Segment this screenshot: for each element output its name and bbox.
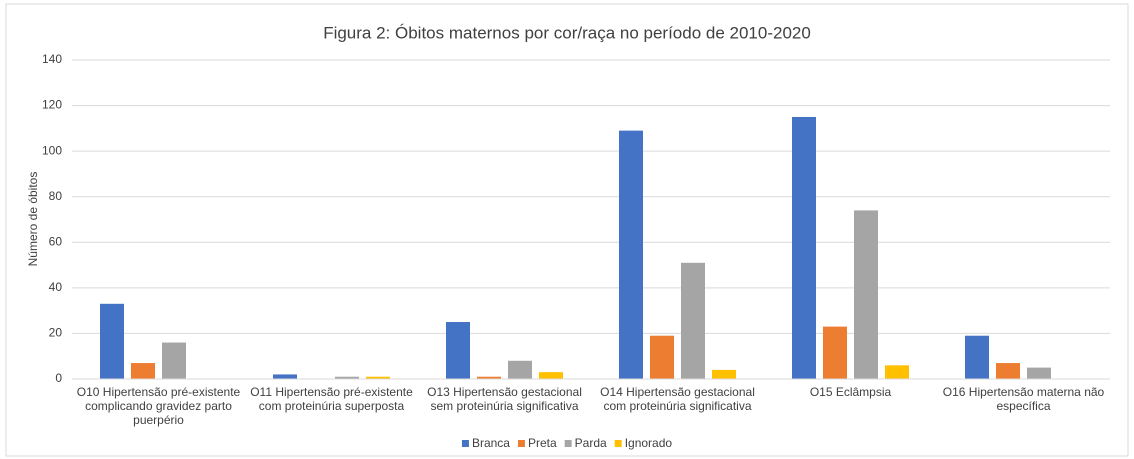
bar — [965, 335, 989, 379]
x-tick-label-box: O16 Hipertensão materna não específica — [942, 385, 1105, 413]
chart-title: Figura 2: Óbitos maternos por cor/raça n… — [323, 23, 811, 42]
bar — [100, 303, 124, 379]
bar — [823, 326, 847, 379]
bar — [539, 372, 563, 379]
legend-label: Ignorado — [625, 436, 673, 450]
y-tick-label: 20 — [49, 326, 63, 340]
bar — [712, 369, 736, 379]
y-axis-label: Número de óbitos — [26, 172, 40, 267]
legend-label: Branca — [472, 436, 510, 450]
y-tick-label: 0 — [55, 371, 62, 385]
y-tick-label: 40 — [49, 280, 63, 294]
bar — [446, 322, 470, 379]
legend: Branca Preta Parda Ignorado — [461, 436, 673, 450]
bar — [1027, 367, 1051, 379]
bar — [650, 335, 674, 379]
bar — [996, 363, 1020, 379]
bar — [162, 342, 186, 379]
bar — [681, 262, 705, 379]
x-tick-label: O10 Hipertensão pré-existente complicand… — [76, 385, 241, 427]
bar — [477, 376, 501, 379]
legend-swatch — [614, 440, 622, 447]
bar — [366, 376, 390, 379]
x-tick-label: O13 Hipertensão gestacional sem proteinú… — [427, 385, 582, 413]
bar — [131, 363, 155, 379]
legend-swatch — [564, 440, 572, 447]
x-tick-label: O16 Hipertensão materna não específica — [942, 385, 1105, 413]
y-tick-label: 140 — [42, 52, 62, 66]
x-tick-label-box: O14 Hipertensão gestacional com proteinú… — [600, 385, 755, 413]
x-tick-label-box: O10 Hipertensão pré-existente complicand… — [76, 385, 241, 427]
bar — [885, 365, 909, 379]
x-tick-label-box: O11 Hipertensão pré-existente com protei… — [250, 385, 413, 413]
y-tick-label: 120 — [42, 98, 62, 112]
chart-border — [5, 3, 1129, 457]
x-tick-label: O14 Hipertensão gestacional com proteinú… — [600, 385, 755, 413]
bar — [619, 130, 643, 379]
legend-swatch — [517, 440, 525, 447]
bar — [508, 360, 532, 379]
bar — [335, 376, 359, 379]
y-tick-label: 80 — [49, 189, 63, 203]
legend-swatch — [461, 440, 469, 447]
legend-label: Parda — [575, 436, 607, 450]
bar — [792, 116, 816, 379]
x-tick-label: O15 Eclâmpsia — [809, 385, 892, 399]
y-tick-label: 100 — [42, 143, 62, 157]
x-tick-label-box: O13 Hipertensão gestacional sem proteinú… — [427, 385, 582, 413]
bar — [273, 374, 297, 379]
x-tick-label: O11 Hipertensão pré-existente com protei… — [250, 385, 413, 413]
y-tick-label: 60 — [49, 234, 63, 248]
bar — [854, 210, 878, 379]
x-tick-label-box: O15 Eclâmpsia — [809, 385, 892, 399]
legend-label: Preta — [528, 436, 557, 450]
